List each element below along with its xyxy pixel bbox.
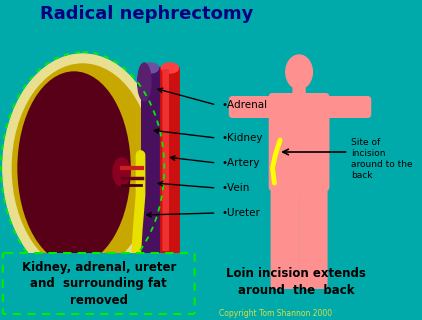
FancyBboxPatch shape [3,253,195,314]
Ellipse shape [18,72,130,264]
Text: Loin incision extends
around  the  back: Loin incision extends around the back [226,267,366,297]
Text: •Ureter: •Ureter [221,208,260,218]
FancyBboxPatch shape [269,93,330,191]
FancyBboxPatch shape [271,179,327,197]
FancyBboxPatch shape [162,69,169,251]
Text: •Adrenal: •Adrenal [221,100,268,110]
Ellipse shape [3,54,162,282]
Ellipse shape [142,63,159,73]
FancyBboxPatch shape [229,96,278,118]
Text: Kidney, adrenal, ureter
and  surrounding fat
removed: Kidney, adrenal, ureter and surrounding … [22,260,176,308]
FancyBboxPatch shape [299,181,327,289]
FancyBboxPatch shape [160,67,180,254]
Ellipse shape [161,63,179,73]
FancyBboxPatch shape [141,67,160,254]
Text: Radical nephrectomy: Radical nephrectomy [41,5,254,23]
Text: Copyright Tom Shannon 2000: Copyright Tom Shannon 2000 [219,308,332,317]
Text: Site of
incision
around to the
back: Site of incision around to the back [351,138,413,180]
FancyBboxPatch shape [271,181,299,289]
Text: •Kidney: •Kidney [221,133,263,143]
Ellipse shape [138,63,151,101]
Text: •Vein: •Vein [221,183,249,193]
Ellipse shape [12,64,153,272]
FancyBboxPatch shape [292,86,306,100]
Ellipse shape [286,55,312,89]
FancyBboxPatch shape [322,96,371,118]
Ellipse shape [113,158,130,186]
Text: •Artery: •Artery [221,158,260,168]
